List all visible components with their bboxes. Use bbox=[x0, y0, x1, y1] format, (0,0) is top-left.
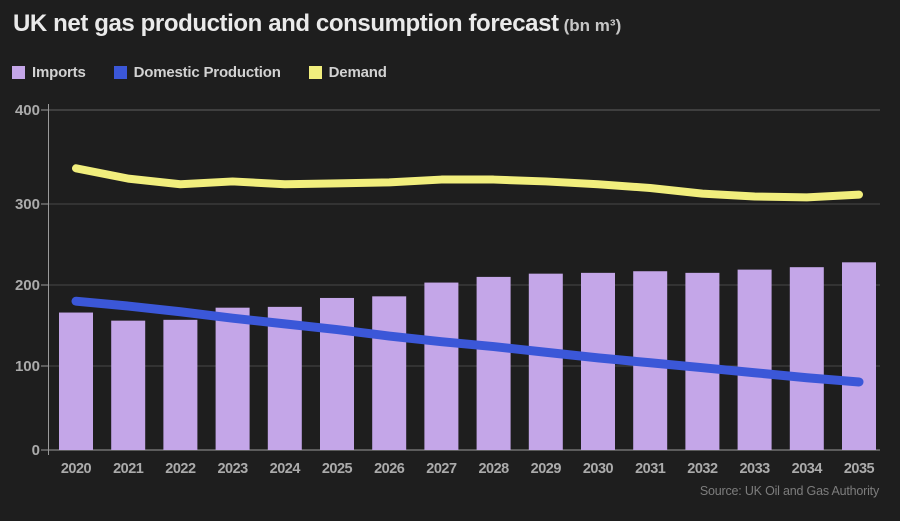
domestic-production-swatch-icon bbox=[113, 66, 127, 79]
bar-2020 bbox=[59, 312, 93, 450]
imports-swatch-icon bbox=[12, 66, 25, 79]
x-tick-label-2027: 2027 bbox=[426, 461, 457, 477]
source-note: Source: UK Oil and Gas Authority bbox=[699, 484, 879, 498]
bar-2025 bbox=[320, 297, 354, 450]
legend-item-demand: Demand bbox=[308, 64, 387, 81]
x-tick-label-2030: 2030 bbox=[583, 461, 614, 477]
bar-2033 bbox=[737, 269, 772, 450]
x-tick-label-2020: 2020 bbox=[61, 461, 92, 477]
legend-item-domestic-production: Domestic Production bbox=[113, 64, 281, 81]
x-tick-label-2028: 2028 bbox=[478, 461, 509, 477]
bar-2027 bbox=[424, 282, 459, 450]
bar-2024 bbox=[267, 306, 302, 450]
bar-2035 bbox=[842, 262, 876, 450]
demand-line bbox=[72, 164, 863, 202]
chart-header: UK net gas production and consumption fo… bbox=[13, 10, 621, 38]
domestic-production-line bbox=[71, 296, 864, 387]
legend-label-demand: Demand bbox=[328, 64, 387, 81]
x-tick-label-2021: 2021 bbox=[113, 461, 144, 477]
x-tick-label-2035: 2035 bbox=[844, 461, 875, 477]
bar-2032 bbox=[685, 272, 720, 450]
bar-2028 bbox=[476, 276, 511, 450]
bar-2034 bbox=[789, 267, 824, 450]
x-tick-label-2033: 2033 bbox=[739, 461, 770, 477]
y-tick-label-400: 400 bbox=[15, 102, 40, 119]
y-tick-label-100: 100 bbox=[15, 358, 40, 375]
x-tick-label-2029: 2029 bbox=[531, 461, 562, 477]
legend-label-imports: Imports bbox=[32, 64, 86, 81]
legend-label-domestic-production: Domestic Production bbox=[133, 64, 281, 81]
bar-2022 bbox=[163, 319, 198, 450]
legend-item-imports: Imports bbox=[12, 64, 86, 81]
chart-title: UK net gas production and consumption fo… bbox=[13, 10, 559, 37]
x-tick-label-2032: 2032 bbox=[687, 461, 718, 477]
bar-2026 bbox=[372, 296, 407, 450]
x-tick-label-2023: 2023 bbox=[217, 461, 248, 477]
x-tick-label-2022: 2022 bbox=[165, 461, 196, 477]
x-tick-label-2031: 2031 bbox=[635, 461, 666, 477]
chart-title-unit: (bn m³) bbox=[563, 16, 622, 35]
x-tick-label-2024: 2024 bbox=[270, 461, 301, 477]
y-tick-label-200: 200 bbox=[15, 277, 40, 294]
legend: Imports Domestic Production Demand bbox=[12, 64, 387, 81]
x-tick-label-2025: 2025 bbox=[322, 461, 353, 477]
demand-swatch-icon bbox=[308, 66, 322, 79]
y-tick-label-300: 300 bbox=[15, 196, 40, 213]
bar-2023 bbox=[215, 307, 250, 450]
y-tick-label-0: 0 bbox=[32, 442, 40, 459]
bar-2021 bbox=[111, 320, 146, 450]
x-tick-label-2026: 2026 bbox=[374, 461, 405, 477]
bar-2029 bbox=[528, 273, 563, 450]
x-tick-label-2034: 2034 bbox=[792, 461, 823, 477]
